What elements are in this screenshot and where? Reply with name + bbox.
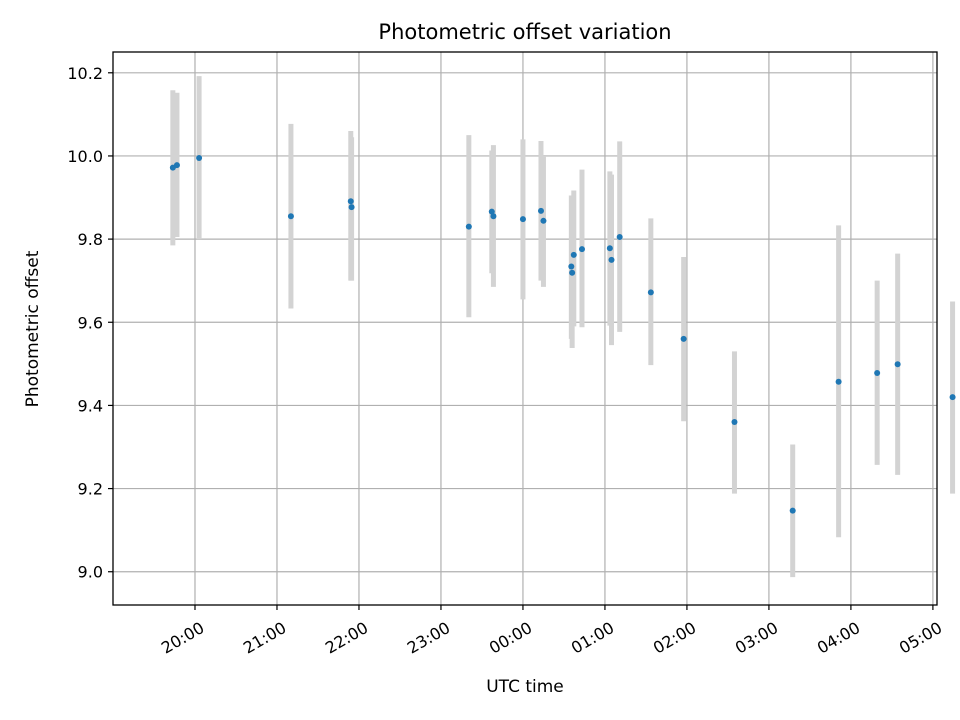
data-point — [519, 216, 526, 223]
data-point — [789, 507, 796, 514]
data-point — [949, 394, 956, 401]
data-point — [287, 213, 294, 220]
data-point — [616, 234, 623, 241]
y-axis-label: Photometric offset — [23, 250, 43, 407]
data-point — [569, 269, 576, 276]
y-axis-ticks: 9.0 9.2 9.4 9.6 9.8 10.0 10.2 — [67, 64, 113, 582]
plot-frame — [112, 51, 938, 606]
data-points — [169, 155, 956, 514]
data-point — [680, 335, 687, 342]
x-axis-label: UTC time — [486, 677, 564, 697]
y-tick-label: 9.8 — [78, 230, 103, 249]
data-point — [608, 256, 615, 263]
data-point — [835, 378, 842, 385]
data-point — [465, 223, 472, 230]
data-point — [347, 198, 354, 205]
y-tick-label: 9.0 — [78, 563, 103, 582]
data-point — [490, 213, 497, 220]
data-point — [348, 204, 355, 211]
data-point — [537, 207, 544, 214]
y-tick-label: 10.0 — [67, 147, 103, 166]
data-point — [606, 245, 613, 252]
chart-title: Photometric offset variation — [378, 20, 671, 44]
data-point — [570, 251, 577, 258]
data-point — [894, 361, 901, 368]
data-point — [488, 208, 495, 215]
data-point — [647, 289, 654, 296]
data-point — [173, 162, 180, 169]
grid — [113, 52, 937, 605]
data-point — [196, 155, 203, 162]
data-point — [540, 217, 547, 224]
data-point — [731, 419, 738, 426]
data-point — [874, 369, 881, 376]
y-tick-label: 9.6 — [78, 313, 103, 332]
y-tick-label: 9.4 — [78, 396, 103, 415]
data-point — [578, 246, 585, 253]
data-point — [568, 263, 575, 270]
y-tick-label: 10.2 — [67, 64, 103, 83]
y-tick-label: 9.2 — [78, 480, 103, 499]
